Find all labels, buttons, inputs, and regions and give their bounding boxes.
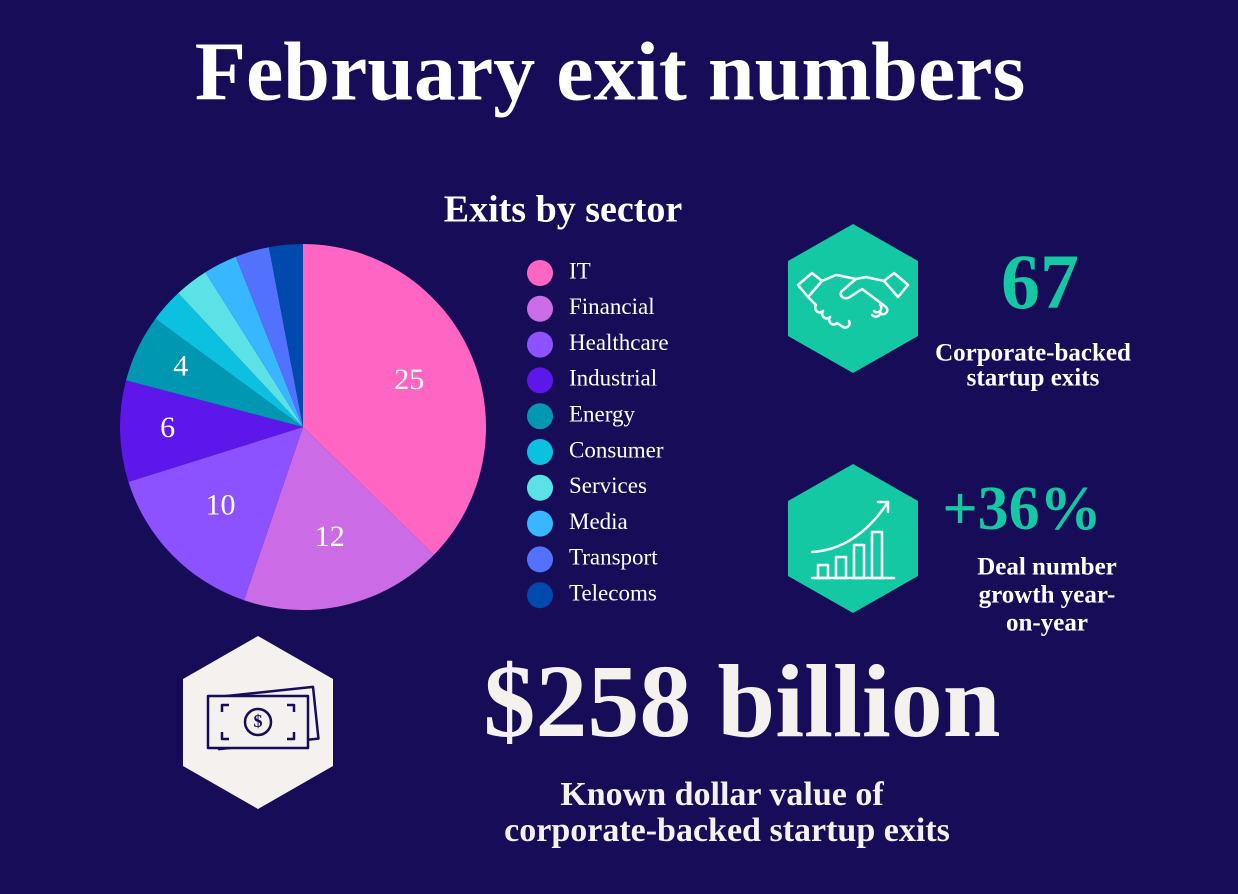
legend-label: IT (569, 258, 591, 283)
legend-swatch (527, 331, 553, 358)
stat-caption: Corporate-backed (935, 340, 1131, 367)
legend-label: Energy (569, 401, 636, 426)
legend-label: Services (569, 473, 647, 498)
growth-icon (810, 500, 896, 580)
stat-caption: startup exits (967, 365, 1100, 392)
stat-value: +36% (942, 475, 1101, 543)
legend-swatch (527, 260, 553, 286)
pie-slice (205, 256, 303, 427)
legend-swatch (527, 439, 553, 465)
pie-slice (155, 293, 303, 427)
stat-value: 67 (1001, 238, 1079, 325)
legend-swatch (527, 403, 553, 430)
pie-label: 12 (315, 520, 345, 553)
legend-swatch (527, 367, 553, 394)
legend-label: Media (569, 509, 628, 534)
legend-label: Industrial (569, 366, 657, 391)
legend-label: Healthcare (569, 330, 669, 355)
icon-hexagon (788, 224, 918, 373)
legend-label: Consumer (569, 437, 664, 462)
pie-label: 4 (173, 350, 188, 383)
pie-slice (126, 318, 303, 427)
legend-swatch (527, 295, 553, 322)
legend-label: Transport (569, 545, 658, 570)
money-icon: $ (206, 685, 320, 751)
legend-swatch (527, 474, 553, 501)
pie-slice (119, 380, 303, 482)
pie-slice (303, 244, 487, 555)
legend-swatch (527, 546, 553, 573)
legend-swatch (527, 582, 553, 609)
stat-caption: on-year (1006, 610, 1088, 637)
pie-slice (244, 427, 434, 610)
page-title: February exit numbers (195, 25, 1026, 118)
pie-slice (268, 244, 303, 427)
stat-caption: Known dollar value of (560, 776, 884, 813)
legend-label: Telecoms (569, 580, 657, 605)
stat-caption: growth year- (979, 582, 1116, 609)
pie-label: 6 (160, 411, 175, 444)
pie-slice (235, 247, 303, 427)
pie-label: 10 (206, 488, 236, 521)
pie-label: 25 (394, 363, 424, 396)
handshake-icon (796, 271, 910, 329)
dollar-sign: $ (254, 711, 263, 731)
legend-swatch (527, 510, 553, 537)
stat-caption: corporate-backed startup exits (504, 812, 950, 849)
stat-value: $258 billion (483, 644, 1000, 759)
chart-title: Exits by sector (444, 189, 683, 231)
pie-slice (178, 272, 303, 427)
legend-label: Financial (569, 294, 655, 319)
pie-slice (128, 427, 303, 601)
stat-caption: Deal number (977, 554, 1117, 581)
